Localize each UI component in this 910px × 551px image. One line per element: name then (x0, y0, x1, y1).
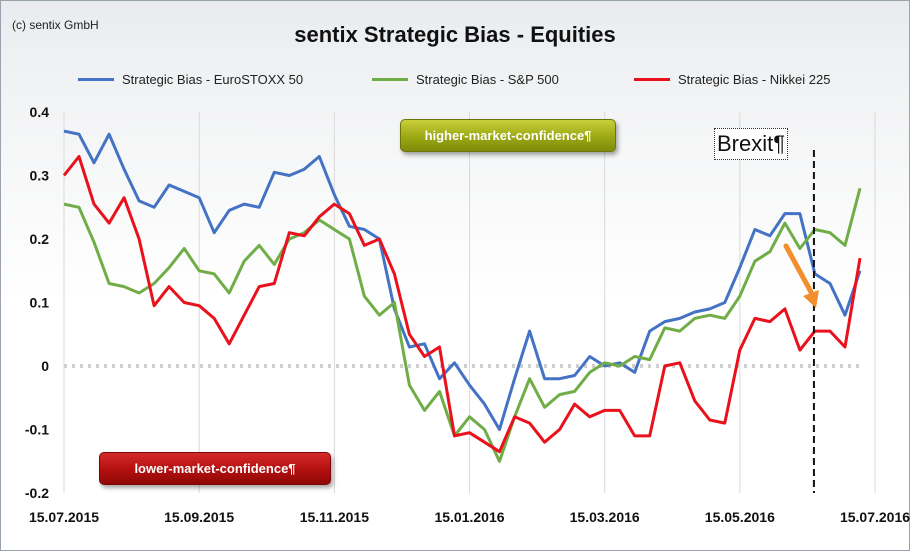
y-tick-label: 0.1 (30, 295, 50, 311)
legend-swatch-sp500 (372, 78, 408, 81)
legend-label-nikkei: Strategic Bias - Nikkei 225 (678, 72, 831, 87)
y-tick-label: -0.1 (25, 422, 49, 438)
series-line-0 (63, 129, 862, 431)
drop-arrow-shaft (783, 243, 814, 295)
y-tick-label: 0.3 (30, 168, 50, 184)
x-tick-label: 15.11.2015 (300, 509, 370, 525)
x-tick-label: 15.07.2015 (29, 509, 99, 525)
y-tick-label: 0.4 (30, 104, 50, 120)
x-tick-label: 15.09.2015 (164, 509, 234, 525)
y-tick-label: -0.2 (25, 485, 49, 501)
legend-swatch-nikkei (634, 78, 670, 81)
series-line-2 (62, 155, 862, 454)
drop-arrow-head (803, 290, 819, 308)
legend-item-sp500: Strategic Bias - S&P 500 (372, 72, 559, 87)
y-tick-label: 0 (41, 358, 49, 374)
chart-title: sentix Strategic Bias - Equities (294, 22, 616, 47)
higher-confidence-badge: higher-market-confidence¶ (400, 119, 616, 152)
legend-swatch-eurostoxx (78, 78, 114, 81)
legend-label-sp500: Strategic Bias - S&P 500 (416, 72, 559, 87)
x-tick-label: 15.07.2016 (840, 509, 910, 525)
chart-legend: Strategic Bias - EuroSTOXX 50 Strategic … (0, 72, 910, 92)
series-line-1 (63, 187, 862, 463)
legend-item-nikkei: Strategic Bias - Nikkei 225 (634, 72, 830, 87)
x-tick-label: 15.03.2016 (570, 509, 640, 525)
copyright-text: (c) sentix GmbH (12, 18, 99, 32)
lower-confidence-badge: lower-market-confidence¶ (99, 452, 331, 485)
x-tick-label: 15.01.2016 (434, 509, 504, 525)
legend-item-eurostoxx: Strategic Bias - EuroSTOXX 50 (78, 72, 303, 87)
legend-label-eurostoxx: Strategic Bias - EuroSTOXX 50 (122, 72, 304, 87)
brexit-label: Brexit¶ (714, 128, 789, 160)
x-tick-label: 15.05.2016 (705, 509, 775, 525)
y-tick-label: 0.2 (30, 231, 50, 247)
